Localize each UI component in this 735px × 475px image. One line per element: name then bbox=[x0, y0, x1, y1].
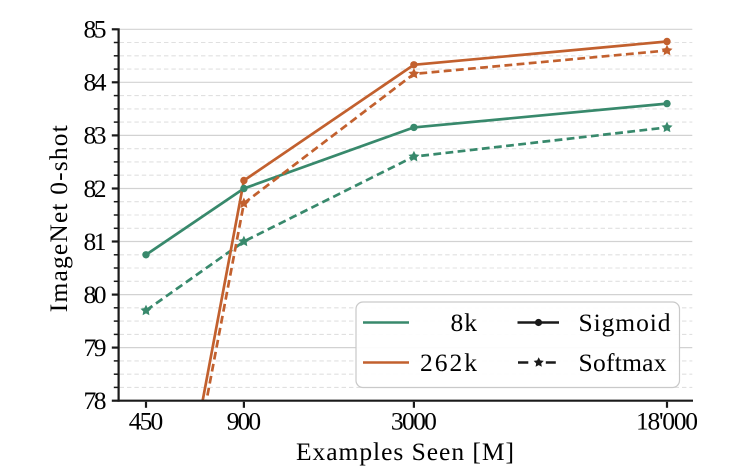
svg-text:900: 900 bbox=[227, 407, 262, 436]
svg-text:80: 80 bbox=[84, 280, 107, 309]
svg-text:Examples Seen [M]: Examples Seen [M] bbox=[296, 437, 514, 466]
svg-text:79: 79 bbox=[84, 333, 107, 362]
svg-text:18'000: 18'000 bbox=[636, 407, 698, 436]
svg-text:78: 78 bbox=[84, 386, 107, 415]
svg-text:8k: 8k bbox=[451, 308, 478, 337]
svg-text:81: 81 bbox=[84, 227, 107, 256]
svg-text:85: 85 bbox=[84, 15, 107, 44]
svg-text:262k: 262k bbox=[420, 348, 477, 377]
svg-text:450: 450 bbox=[129, 407, 164, 436]
svg-text:84: 84 bbox=[84, 68, 107, 97]
svg-text:Sigmoid: Sigmoid bbox=[579, 308, 671, 337]
svg-text:82: 82 bbox=[84, 174, 107, 203]
svg-text:83: 83 bbox=[84, 121, 107, 150]
svg-text:3000: 3000 bbox=[391, 407, 437, 436]
svg-text:Softmax: Softmax bbox=[579, 348, 667, 377]
svg-text:ImageNet 0-shot: ImageNet 0-shot bbox=[44, 125, 73, 312]
